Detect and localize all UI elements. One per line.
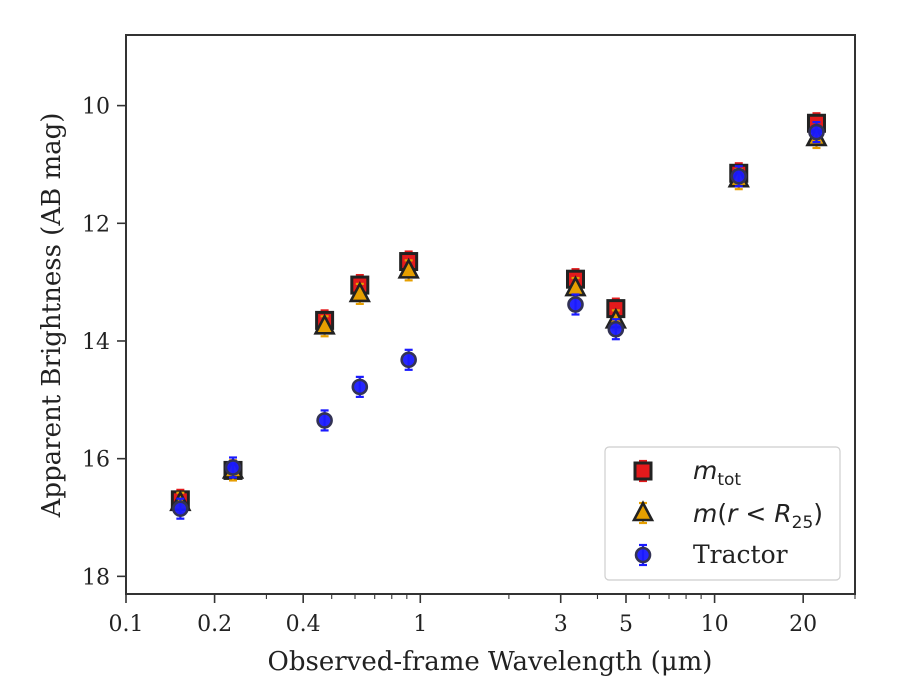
marker-circle: [634, 546, 652, 564]
data-point-tractor: [400, 348, 417, 371]
y-tick-label: 18: [82, 565, 110, 590]
legend-box: [604, 446, 841, 581]
x-tick-label: 10: [701, 612, 729, 637]
data-point-tractor: [224, 456, 242, 479]
y-tick-label: 16: [82, 448, 110, 473]
marker-circle: [400, 351, 417, 369]
y-tick-label: 14: [82, 330, 110, 355]
x-tick-label: 0.4: [286, 612, 321, 637]
legend-marker-m_r25: [631, 500, 655, 525]
series-tractor: [172, 120, 825, 520]
data-point-m_r25: [348, 281, 371, 306]
marker-circle: [172, 500, 189, 517]
marker-square: [633, 461, 653, 481]
legend-marker-tractor: [634, 543, 652, 567]
marker-triangle: [631, 500, 655, 522]
x-tick-label: 1: [413, 612, 427, 637]
y-tick-label: 12: [82, 212, 110, 237]
marker-circle: [567, 296, 584, 313]
marker-circle: [224, 459, 242, 476]
x-tick-label: 5: [619, 612, 633, 637]
legend-label-tractor: Tractor: [693, 540, 788, 569]
x-tick-label: 20: [789, 612, 817, 637]
data-marks: [169, 112, 828, 520]
x-tick-label: 0.2: [197, 612, 232, 637]
marker-circle: [808, 123, 825, 141]
marker-triangle: [397, 257, 420, 279]
data-point-tractor: [567, 293, 584, 316]
data-point-m_r25: [313, 313, 336, 338]
marker-circle: [316, 412, 333, 429]
legend: mtot m(r < R25) Tractor: [604, 446, 841, 581]
y-axis-title: Apparent Brightness (AB mag): [37, 113, 67, 519]
marker-circle: [351, 378, 369, 396]
x-tick-label: 0.1: [109, 612, 144, 637]
legend-marker-m_tot: [633, 459, 653, 483]
y-tick-label: 10: [82, 95, 110, 120]
x-tick-label: 3: [554, 612, 568, 637]
data-point-tractor: [316, 409, 333, 432]
marker-circle: [730, 167, 748, 185]
marker-triangle: [348, 281, 371, 303]
legend-label-m-r25: m(r < R25): [693, 499, 823, 533]
data-point-tractor: [808, 120, 825, 144]
data-point-tractor: [607, 318, 625, 341]
y-axis-ticks: 10 12 14 16 18: [82, 95, 126, 590]
data-point-tractor: [172, 497, 189, 520]
data-point-m_r25: [397, 257, 420, 282]
marker-triangle: [313, 313, 336, 335]
marker-circle: [607, 320, 625, 338]
data-point-tractor: [351, 375, 369, 398]
x-axis-title: Observed-frame Wavelength (μm): [268, 647, 713, 677]
x-axis-ticks: 0.1 0.2 0.4 1 3 5 10 20: [109, 594, 856, 637]
legend-entries: [631, 459, 655, 567]
data-point-tractor: [730, 165, 748, 188]
plot-frame: [125, 34, 856, 595]
